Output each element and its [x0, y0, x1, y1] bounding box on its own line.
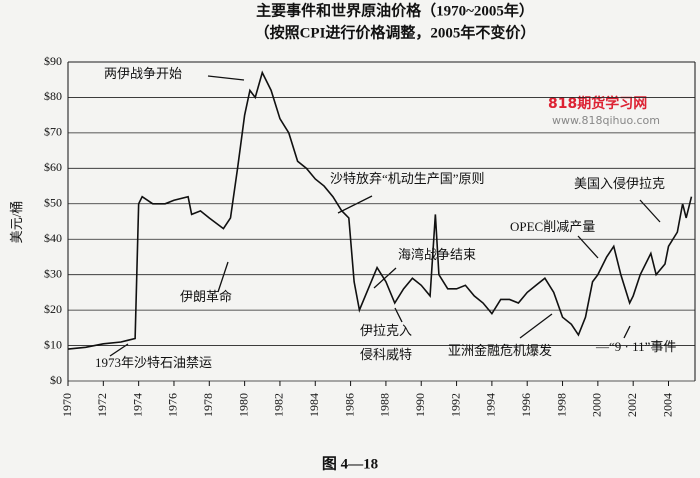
x-tick-label: 1984 [307, 393, 321, 417]
x-tick-label: 1970 [60, 393, 74, 417]
x-tick-label: 1998 [554, 393, 568, 417]
chart-subtitle: （按照CPI进行价格调整，2005年不变价） [255, 23, 536, 41]
x-tick-label: 1976 [166, 393, 180, 417]
annotation: 两伊战争开始 [104, 66, 182, 81]
y-tick-label: $50 [44, 196, 62, 210]
watermark: 818期货学习网 [548, 95, 647, 112]
annotation: 侵科威特 [360, 347, 412, 362]
x-tick-label: 1996 [519, 393, 533, 417]
y-axis-label: 美元/桶 [9, 201, 24, 244]
y-tick-label: $90 [44, 54, 62, 68]
x-tick-label: 1978 [201, 393, 215, 417]
x-tick-label: 1972 [95, 393, 109, 417]
annotation: 1973年沙特石油禁运 [95, 355, 212, 370]
annotation: 伊朗革命 [180, 289, 232, 304]
annotation: 亚洲金融危机爆发 [448, 343, 552, 358]
arrows [109, 75, 661, 357]
x-tick-label: 1990 [413, 393, 427, 417]
y-tick-label: $40 [44, 231, 62, 245]
y-tick-label: $60 [44, 160, 62, 174]
x-tick-label: 1980 [236, 393, 250, 417]
annotation: 伊拉克入 [360, 323, 412, 338]
y-tick-label: $30 [44, 266, 62, 280]
x-tick-label: 1974 [130, 393, 144, 417]
watermark-url: www.818qihuo.com [552, 114, 660, 127]
annotation: —“9 · 11”事件 [595, 339, 676, 354]
x-tick-label: 2000 [590, 393, 604, 417]
y-tick-label: $80 [44, 89, 62, 103]
y-tick-label: $0 [50, 373, 62, 387]
caption: 图 4—18 [322, 455, 378, 472]
x-tick-label: 1982 [272, 393, 286, 417]
y-tick-label: $20 [44, 302, 62, 316]
y-tick-label: $10 [44, 337, 62, 351]
x-tick-label: 2004 [660, 393, 674, 417]
price-line [67, 70, 693, 350]
annotation: 美国入侵伊拉克 [574, 176, 665, 191]
x-tick-label: 1986 [342, 393, 356, 417]
x-tick-label: 2002 [625, 393, 639, 417]
annotation: OPEC削减产量 [510, 219, 595, 234]
x-tick-label: 1988 [378, 393, 392, 417]
x-tick-label: 1992 [448, 393, 462, 417]
y-tick-label: $70 [44, 125, 62, 139]
annotation: 沙特放弃“机动生产国”原则 [330, 171, 485, 186]
chart-title: 主要事件和世界原油价格（1970~2005年） [256, 1, 534, 19]
x-tick-label: 1994 [484, 393, 498, 417]
annotation: 海湾战争结束 [398, 247, 476, 262]
